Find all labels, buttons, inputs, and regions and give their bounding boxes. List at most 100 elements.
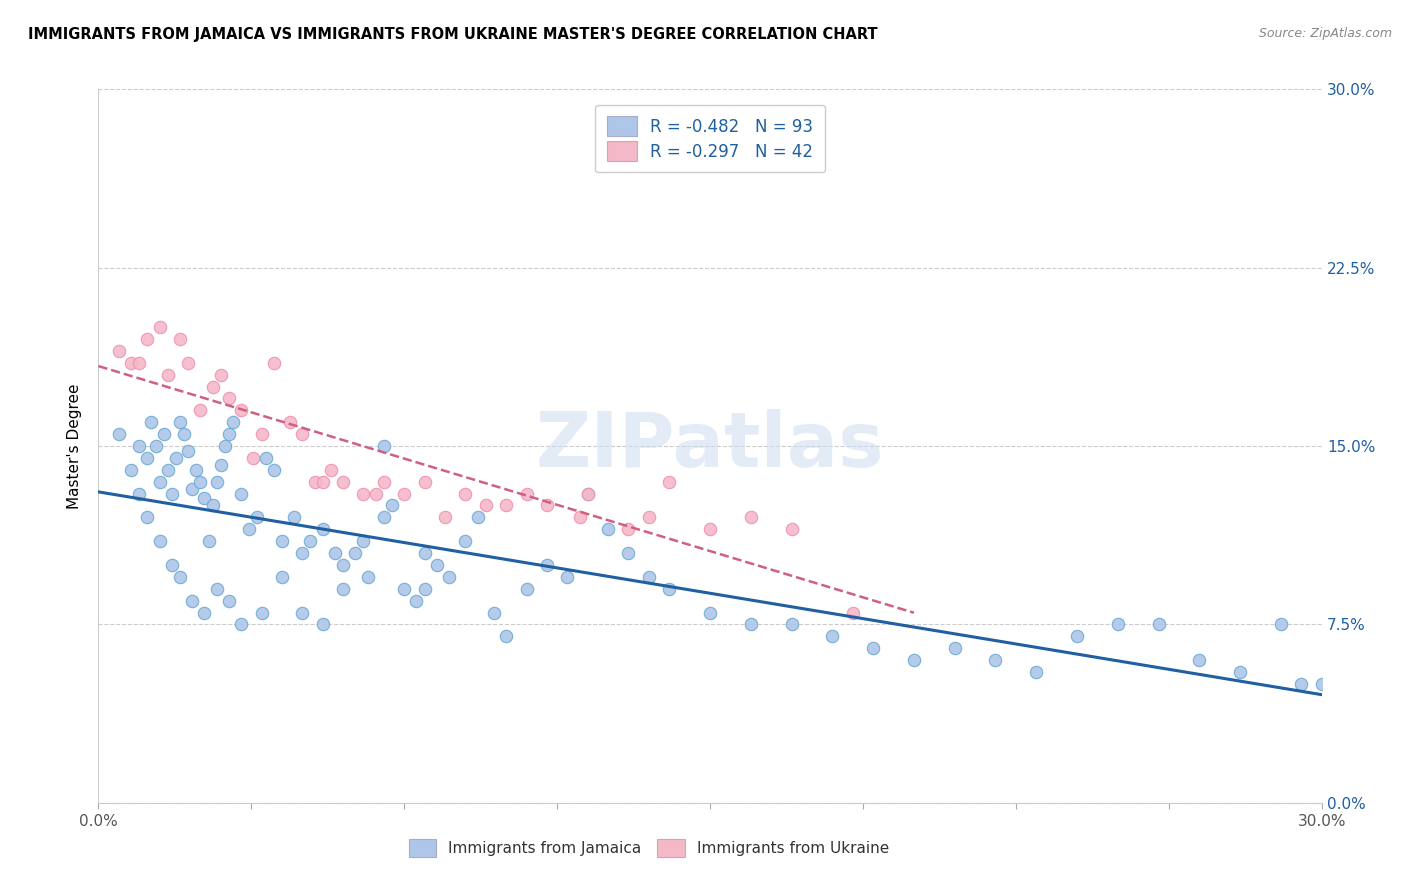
Point xyxy=(160,558,183,572)
Point xyxy=(364,486,387,500)
Point xyxy=(214,439,236,453)
Point xyxy=(373,475,395,489)
Point xyxy=(291,546,314,560)
Point xyxy=(699,522,721,536)
Point xyxy=(209,458,232,472)
Point xyxy=(149,320,172,334)
Point xyxy=(136,332,159,346)
Point xyxy=(177,443,200,458)
Point xyxy=(156,463,179,477)
Point xyxy=(1291,677,1313,691)
Point xyxy=(1188,653,1211,667)
Point xyxy=(617,522,640,536)
Point xyxy=(841,606,863,620)
Point xyxy=(319,463,342,477)
Point xyxy=(1310,677,1333,691)
Point xyxy=(699,606,721,620)
Point xyxy=(108,427,131,442)
Point xyxy=(454,534,477,549)
Point xyxy=(231,403,253,417)
Point xyxy=(128,356,150,370)
Point xyxy=(392,486,416,500)
Point xyxy=(467,510,489,524)
Point xyxy=(576,486,599,500)
Text: ZIPatlas: ZIPatlas xyxy=(536,409,884,483)
Point xyxy=(304,475,326,489)
Point xyxy=(413,582,436,596)
Point xyxy=(984,653,1007,667)
Point xyxy=(108,343,131,358)
Point xyxy=(1270,617,1292,632)
Point xyxy=(1147,617,1170,632)
Point xyxy=(312,522,335,536)
Point xyxy=(222,415,245,429)
Point xyxy=(177,356,200,370)
Point xyxy=(120,463,142,477)
Point xyxy=(454,486,477,500)
Point xyxy=(193,491,215,506)
Point xyxy=(405,593,427,607)
Point xyxy=(254,450,277,465)
Point xyxy=(188,403,212,417)
Point xyxy=(181,482,204,496)
Point xyxy=(482,606,505,620)
Point xyxy=(156,368,179,382)
Point xyxy=(596,522,619,536)
Point xyxy=(740,510,762,524)
Point xyxy=(495,629,517,643)
Text: IMMIGRANTS FROM JAMAICA VS IMMIGRANTS FROM UKRAINE MASTER'S DEGREE CORRELATION C: IMMIGRANTS FROM JAMAICA VS IMMIGRANTS FR… xyxy=(28,27,877,42)
Point xyxy=(536,558,558,572)
Point xyxy=(381,499,404,513)
Point xyxy=(1229,665,1251,679)
Point xyxy=(780,522,803,536)
Point xyxy=(120,356,142,370)
Y-axis label: Master's Degree: Master's Degree xyxy=(67,384,83,508)
Point xyxy=(283,510,305,524)
Point xyxy=(658,475,681,489)
Point xyxy=(536,499,558,513)
Point xyxy=(173,427,195,442)
Point xyxy=(291,606,314,620)
Point xyxy=(740,617,762,632)
Point xyxy=(474,499,498,513)
Point xyxy=(516,486,538,500)
Point xyxy=(413,546,436,560)
Point xyxy=(152,427,174,442)
Point xyxy=(141,415,163,429)
Point xyxy=(576,486,599,500)
Point xyxy=(160,486,183,500)
Point xyxy=(392,582,416,596)
Point xyxy=(433,510,456,524)
Point xyxy=(312,475,335,489)
Point xyxy=(165,450,187,465)
Point xyxy=(205,582,228,596)
Point xyxy=(128,439,150,453)
Point xyxy=(426,558,449,572)
Point xyxy=(250,427,273,442)
Point xyxy=(218,427,240,442)
Point xyxy=(186,463,208,477)
Point xyxy=(270,534,294,549)
Point xyxy=(352,534,374,549)
Point xyxy=(437,570,460,584)
Point xyxy=(291,427,314,442)
Point xyxy=(373,439,395,453)
Point xyxy=(332,558,354,572)
Point xyxy=(136,510,159,524)
Point xyxy=(413,475,436,489)
Point xyxy=(1025,665,1047,679)
Point xyxy=(638,510,661,524)
Point xyxy=(188,475,212,489)
Point xyxy=(903,653,925,667)
Point xyxy=(568,510,591,524)
Point xyxy=(323,546,346,560)
Point xyxy=(201,499,224,513)
Point xyxy=(943,641,966,656)
Point xyxy=(197,534,219,549)
Point xyxy=(557,570,579,584)
Point xyxy=(263,463,285,477)
Point xyxy=(149,534,172,549)
Point xyxy=(373,510,395,524)
Legend: Immigrants from Jamaica, Immigrants from Ukraine: Immigrants from Jamaica, Immigrants from… xyxy=(402,833,896,863)
Point xyxy=(238,522,260,536)
